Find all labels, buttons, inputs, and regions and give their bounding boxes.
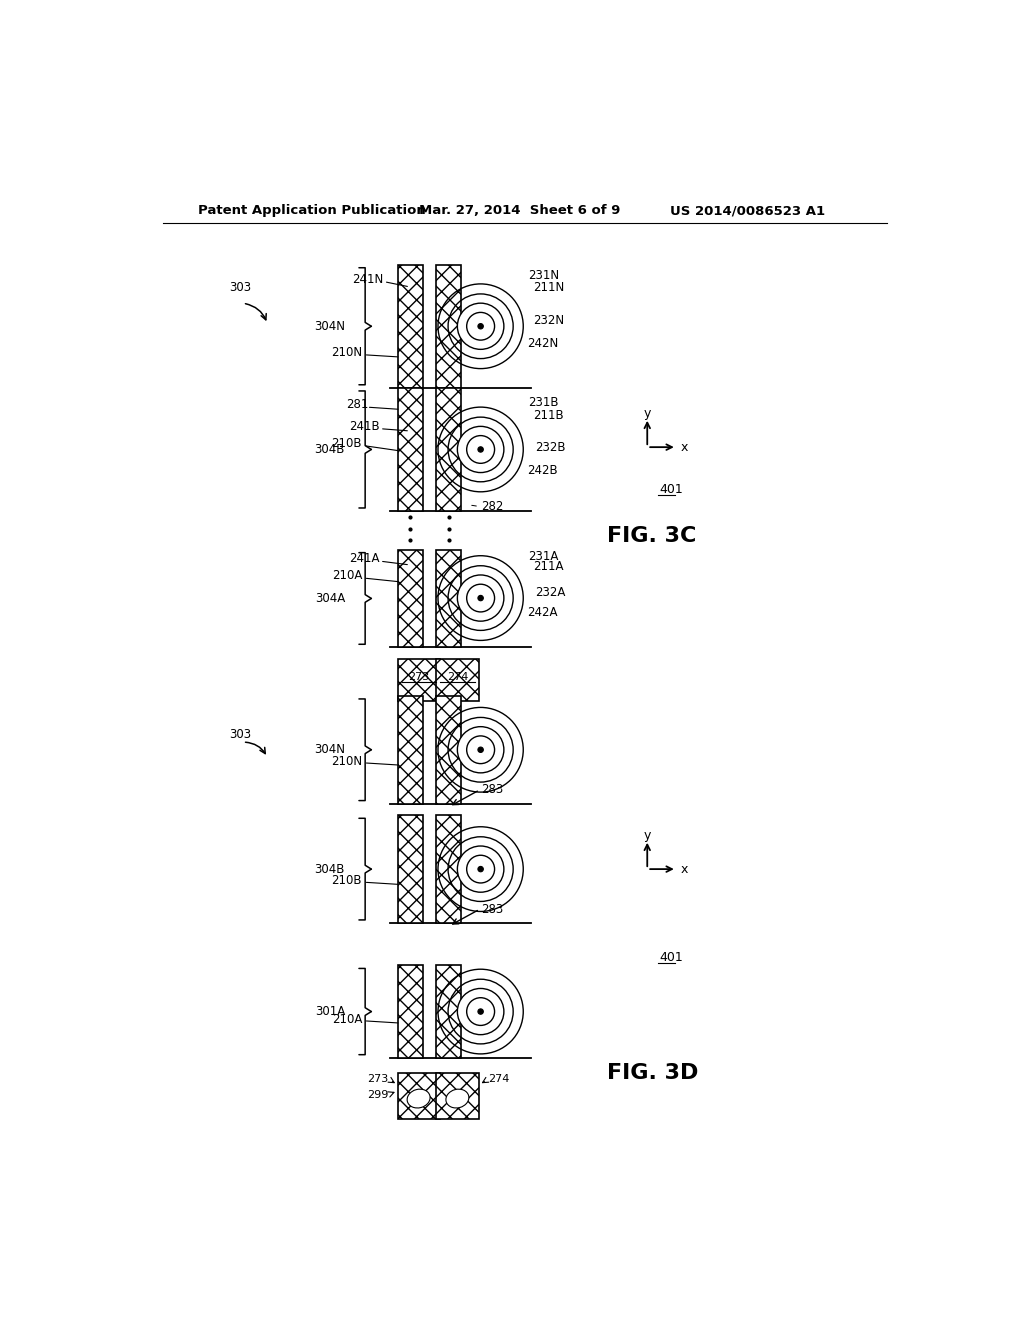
Bar	[436, 659, 479, 701]
Text: 273: 273	[408, 672, 429, 681]
Text: 304B: 304B	[314, 444, 345, 455]
Text: 304A: 304A	[314, 591, 345, 605]
Text: US 2014/0086523 A1: US 2014/0086523 A1	[671, 205, 825, 218]
Ellipse shape	[445, 1089, 469, 1107]
Circle shape	[458, 726, 504, 774]
Circle shape	[478, 595, 483, 601]
Circle shape	[478, 866, 483, 871]
Circle shape	[467, 436, 495, 463]
Text: 241N: 241N	[352, 273, 384, 286]
Text: 274: 274	[446, 672, 468, 681]
Text: y: y	[643, 829, 651, 842]
Bar	[436, 264, 461, 388]
Text: 304N: 304N	[314, 743, 345, 756]
Text: 231A: 231A	[528, 550, 558, 564]
Text: 232B: 232B	[535, 441, 565, 454]
Text: 232A: 232A	[535, 586, 565, 599]
Text: 401: 401	[659, 483, 683, 496]
Text: 210N: 210N	[331, 346, 362, 359]
Ellipse shape	[408, 1089, 430, 1107]
Text: 210N: 210N	[331, 755, 362, 768]
Circle shape	[478, 446, 483, 453]
Text: Patent Application Publication: Patent Application Publication	[198, 205, 426, 218]
Circle shape	[458, 304, 504, 350]
Circle shape	[467, 737, 495, 763]
Bar	[436, 696, 461, 804]
Bar	[436, 816, 461, 923]
Text: 211B: 211B	[534, 409, 564, 422]
Text: Mar. 27, 2014  Sheet 6 of 9: Mar. 27, 2014 Sheet 6 of 9	[419, 205, 620, 218]
Text: x: x	[681, 862, 688, 875]
Text: 303: 303	[228, 281, 251, 294]
Bar	[397, 965, 423, 1057]
Text: FIG. 3D: FIG. 3D	[607, 1063, 698, 1084]
Bar	[436, 388, 461, 511]
Text: 401: 401	[659, 952, 683, 964]
Circle shape	[467, 998, 495, 1026]
Text: 304N: 304N	[314, 319, 345, 333]
Circle shape	[458, 846, 504, 892]
Bar	[397, 549, 423, 647]
Text: 274: 274	[488, 1073, 510, 1084]
Text: x: x	[681, 441, 688, 454]
Text: 299: 299	[367, 1090, 388, 1101]
Text: 242N: 242N	[527, 337, 558, 350]
Bar	[436, 549, 461, 647]
Circle shape	[467, 313, 495, 341]
Text: 241A: 241A	[349, 552, 380, 565]
Text: 273: 273	[368, 1073, 388, 1084]
Text: 242A: 242A	[527, 606, 558, 619]
Bar	[397, 816, 423, 923]
Bar	[436, 1073, 479, 1119]
Text: 210A: 210A	[332, 569, 362, 582]
Text: 231B: 231B	[528, 396, 558, 409]
Text: 242B: 242B	[527, 463, 558, 477]
Text: 282: 282	[480, 500, 503, 513]
Bar	[397, 659, 440, 701]
Bar	[397, 388, 423, 511]
Text: FIG. 3C: FIG. 3C	[607, 525, 696, 545]
Text: 304B: 304B	[314, 862, 345, 875]
Circle shape	[467, 585, 495, 612]
Bar	[436, 965, 461, 1057]
Text: 210B: 210B	[332, 874, 362, 887]
Text: 281: 281	[346, 399, 369, 412]
Text: 211N: 211N	[534, 281, 564, 294]
Bar	[397, 264, 423, 388]
Bar	[397, 1073, 440, 1119]
Text: 303: 303	[228, 727, 251, 741]
Text: 210B: 210B	[332, 437, 362, 450]
Circle shape	[458, 989, 504, 1035]
Text: 210A: 210A	[332, 1012, 362, 1026]
Circle shape	[478, 323, 483, 329]
Text: 283: 283	[481, 783, 504, 796]
Text: 283: 283	[481, 903, 504, 916]
Circle shape	[467, 855, 495, 883]
Text: 231N: 231N	[528, 269, 559, 282]
Circle shape	[458, 576, 504, 622]
Text: 301A: 301A	[314, 1005, 345, 1018]
Text: y: y	[643, 407, 651, 420]
Text: 241B: 241B	[349, 420, 380, 433]
Circle shape	[478, 1008, 483, 1014]
Text: 232N: 232N	[534, 314, 564, 326]
Text: 211A: 211A	[534, 560, 564, 573]
Circle shape	[478, 747, 483, 752]
Bar	[397, 696, 423, 804]
Circle shape	[458, 426, 504, 473]
